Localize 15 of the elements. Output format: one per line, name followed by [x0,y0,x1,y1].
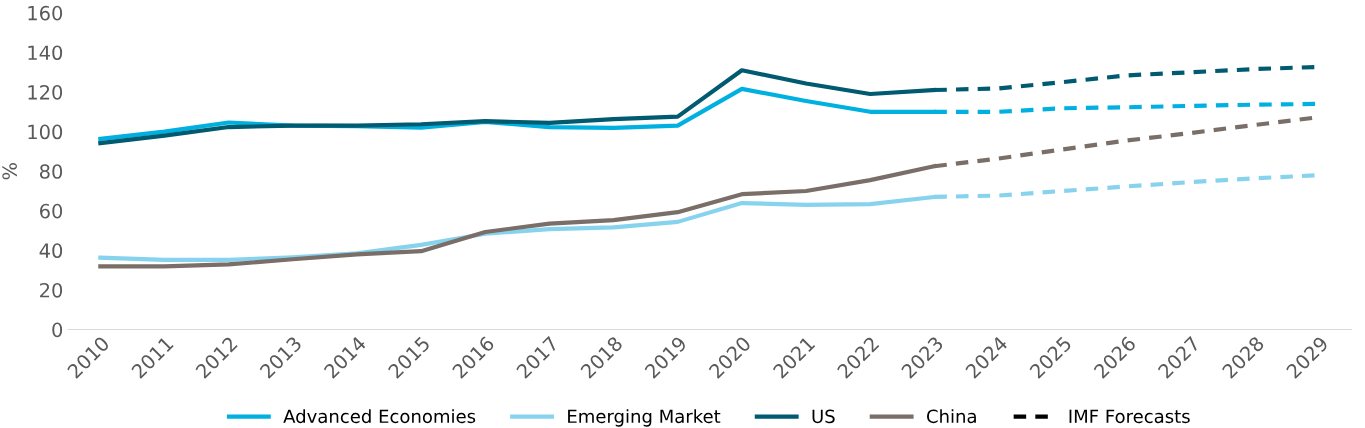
y-tick-label: 120 [28,84,63,100]
y-tick-label: 20 [40,282,63,298]
y-tick-label: 40 [39,243,63,259]
y-tick-label: 0 [52,322,63,338]
legend-label: US [812,409,835,424]
y-tick-label: 80 [39,164,63,179]
legend-label: China [926,409,976,424]
y-tick-label: 100 [28,124,63,140]
legend-label: Emerging Market [568,409,721,427]
legend-label: IMF Forecasts [1069,409,1190,424]
y-axis-title: % [2,163,17,180]
y-tick-label: 60 [40,203,63,219]
legend-label: Advanced Economies [283,409,476,424]
y-tick-label: 160 [28,5,63,21]
y-tick-label: 140 [28,45,63,61]
